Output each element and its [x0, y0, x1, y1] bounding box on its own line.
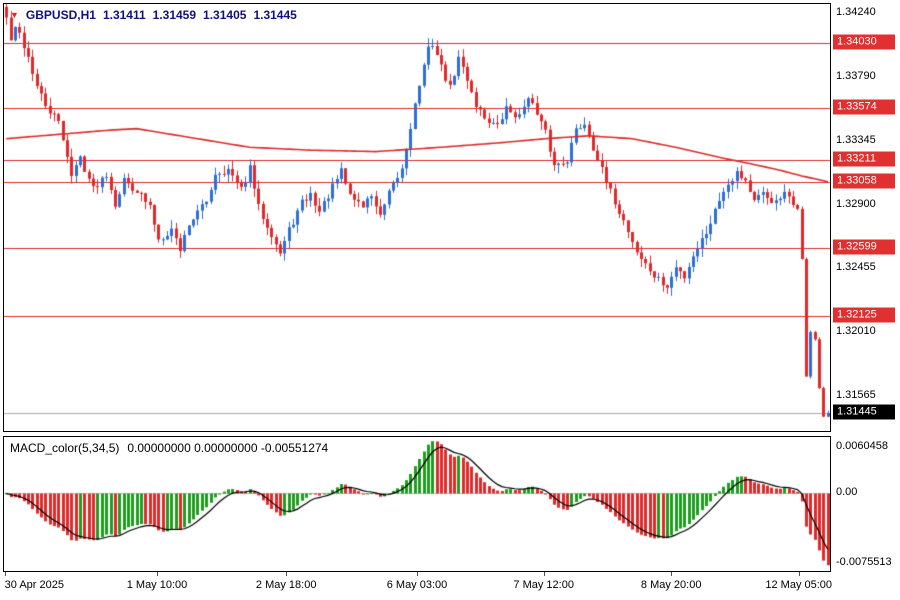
- time-axis-tick: [5, 572, 6, 576]
- time-axis-label: 30 Apr 2025: [4, 579, 64, 591]
- price-axis-tick: 1.33345: [836, 133, 876, 146]
- price-chart-canvas[interactable]: [4, 4, 830, 431]
- macd-title: MACD_color(5,34,5) 0.00000000 0.00000000…: [10, 441, 328, 455]
- time-axis-tick: [286, 572, 287, 576]
- price-axis[interactable]: 1.34240 1.33790 1.33345 1.32900 1.32455 1.320…: [832, 3, 900, 432]
- time-axis-tick: [671, 572, 672, 576]
- symbol-period-label: GBPUSD,H1: [25, 8, 96, 22]
- time-axis-label: 8 May 20:00: [640, 579, 702, 591]
- quote-open: 1.31411: [102, 8, 146, 22]
- time-axis-label: 12 May 05:00: [765, 579, 833, 591]
- time-axis-label: 1 May 10:00: [126, 579, 188, 591]
- current-price-tag: 1.31445: [833, 404, 895, 420]
- price-axis-tick: 1.32010: [836, 325, 876, 338]
- level-price-tag: 1.33058: [833, 173, 895, 189]
- price-axis-tick: 1.33790: [836, 70, 876, 83]
- level-price-tag: 1.32599: [833, 239, 895, 255]
- macd-axis[interactable]: 0.0060458 0.00 -0.0075513: [832, 436, 900, 572]
- time-axis-tick: [417, 572, 418, 576]
- time-axis-label: 6 May 03:00: [386, 579, 448, 591]
- level-price-tag: 1.33574: [833, 99, 895, 115]
- macd-name-label: MACD_color(5,34,5): [10, 441, 120, 455]
- chart-title: ▼ GBPUSD,H1 1.31411 1.31459 1.31405 1.31…: [10, 8, 297, 22]
- price-axis-tick: 1.32900: [836, 197, 876, 210]
- macd-axis-min: -0.0075513: [836, 556, 892, 568]
- price-axis-tick: 1.32455: [836, 261, 876, 274]
- time-axis-tick: [799, 572, 800, 576]
- quote-high: 1.31459: [152, 8, 197, 22]
- time-axis[interactable]: 30 Apr 2025 1 May 10:00 2 May 18:00 6 May 0…: [3, 572, 833, 600]
- price-axis-tick: 1.31565: [836, 388, 876, 401]
- time-axis-label: 2 May 18:00: [255, 579, 317, 591]
- macd-values-label: 0.00000000 0.00000000 -0.00551274: [127, 441, 329, 455]
- level-price-tag: 1.32125: [833, 307, 895, 323]
- price-chart-panel[interactable]: ▼ GBPUSD,H1 1.31411 1.31459 1.31405 1.31…: [3, 3, 831, 432]
- price-axis-tick: 1.34240: [836, 5, 876, 18]
- quote-close: 1.31445: [253, 8, 297, 22]
- time-axis-label: 7 May 12:00: [513, 579, 574, 591]
- macd-canvas[interactable]: [4, 437, 830, 571]
- quote-low: 1.31405: [203, 8, 247, 22]
- macd-axis-zero: 0.00: [836, 486, 858, 499]
- time-axis-tick: [544, 572, 545, 576]
- chart-dropdown-icon[interactable]: ▼: [10, 9, 19, 20]
- time-axis-tick: [157, 572, 158, 576]
- macd-indicator-panel[interactable]: MACD_color(5,34,5) 0.00000000 0.00000000…: [3, 436, 831, 572]
- macd-axis-max: 0.0060458: [836, 440, 888, 452]
- level-price-tag: 1.34030: [833, 34, 895, 50]
- level-price-tag: 1.33211: [833, 151, 895, 167]
